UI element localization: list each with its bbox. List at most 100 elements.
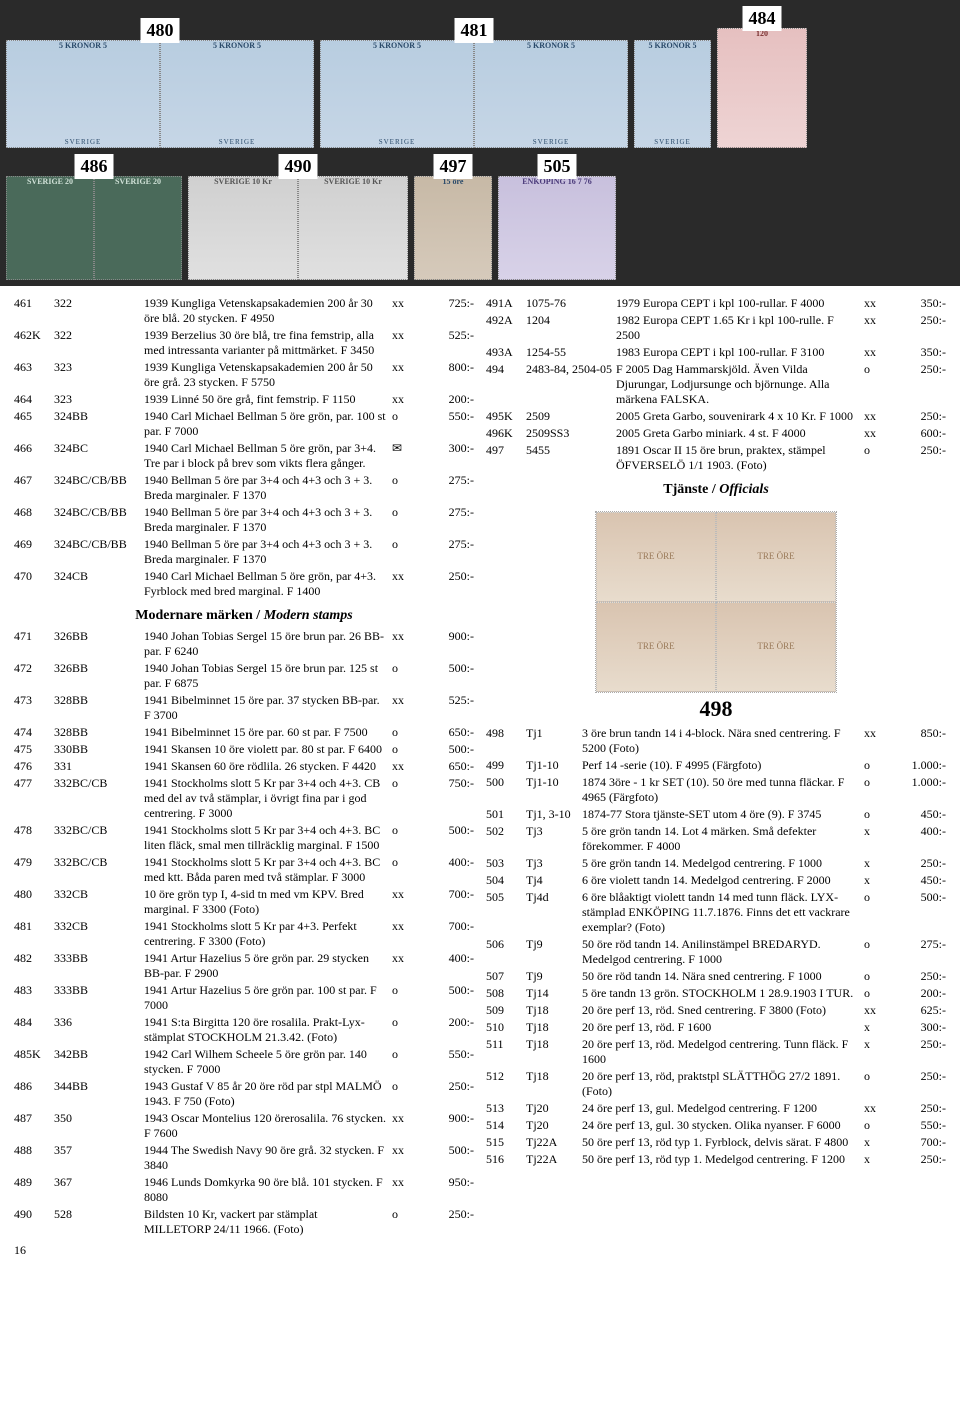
lot-number: 461: [14, 296, 54, 311]
condition-code: xx: [392, 569, 420, 584]
stamp: 5 KRONOR 5SVERIGE: [634, 40, 711, 148]
condition-code: o: [392, 823, 420, 838]
lot-description: 1941 Artur Hazelius 5 öre grön par. 100 …: [144, 983, 392, 1013]
condition-code: o: [864, 1069, 892, 1084]
lot-description: 10 öre grön typ I, 4-sid tn med vm KPV. …: [144, 887, 392, 917]
lot-description: 1941 Stockholms slott 5 Kr par 3+4 och 4…: [144, 823, 392, 853]
estimate-price: 300:-: [420, 441, 474, 456]
condition-code: o: [392, 983, 420, 998]
catalog-number: Tj9: [526, 969, 582, 984]
estimate-price: 250:-: [420, 1207, 474, 1222]
section-modern-en: Modern stamps: [264, 608, 353, 623]
catalog-row: 4942483-84, 2504-05F 2005 Dag Hammarskjö…: [486, 362, 946, 407]
condition-code: xx: [864, 1003, 892, 1018]
condition-code: xx: [392, 951, 420, 966]
catalog-number: 333BB: [54, 983, 144, 998]
lot-description: 6 öre blåaktigt violett tandn 14 med tun…: [582, 890, 864, 935]
catalog-row: 478332BC/CB1941 Stockholms slott 5 Kr pa…: [14, 823, 474, 853]
lot-description: 1943 Oscar Montelius 120 örerosalila. 76…: [144, 1111, 392, 1141]
stamp: 5 KRONOR 5SVERIGE: [6, 40, 160, 148]
estimate-price: 250:-: [892, 1069, 946, 1084]
catalog-number: Tj3: [526, 824, 582, 839]
catalog-row: 483333BB1941 Artur Hazelius 5 öre grön p…: [14, 983, 474, 1013]
catalog-row: 479332BC/CB1941 Stockholms slott 5 Kr pa…: [14, 855, 474, 885]
catalog-number: Tj4: [526, 873, 582, 888]
condition-code: o: [392, 742, 420, 757]
catalog-row: 503Tj35 öre grön tandn 14. Medelgod cent…: [486, 856, 946, 871]
condition-code: o: [864, 758, 892, 773]
catalog-row: 506Tj950 öre röd tandn 14. Anilinstämpel…: [486, 937, 946, 967]
catalog-row: 512Tj1820 öre perf 13, röd, praktstpl SL…: [486, 1069, 946, 1099]
catalog-row: 500Tj1-101874 3öre - 1 kr SET (10). 50 ö…: [486, 775, 946, 805]
lot-number: 495K: [486, 409, 526, 424]
condition-code: o: [392, 661, 420, 676]
stamp: SVERIGE 10 Kr: [298, 176, 408, 280]
estimate-price: 650:-: [420, 759, 474, 774]
catalog-number: Tj20: [526, 1101, 582, 1116]
catalog-row: 511Tj1820 öre perf 13, röd. Medelgod cen…: [486, 1037, 946, 1067]
catalog-number: 324BC/CB/BB: [54, 473, 144, 488]
condition-code: xx: [864, 313, 892, 328]
catalog-number: 328BB: [54, 725, 144, 740]
estimate-price: 550:-: [892, 1118, 946, 1133]
catalog-number: 324BC/CB/BB: [54, 537, 144, 552]
condition-code: o: [392, 1207, 420, 1222]
lot-number: 471: [14, 629, 54, 644]
catalog-number: 324BC/CB/BB: [54, 505, 144, 520]
catalog-number: 326BB: [54, 661, 144, 676]
condition-code: xx: [392, 919, 420, 934]
catalog-number: 333BB: [54, 951, 144, 966]
lot-number: 500: [486, 775, 526, 790]
catalog-row: 471326BB1940 Johan Tobias Sergel 15 öre …: [14, 629, 474, 659]
lot-description: 1940 Carl Michael Bellman 5 öre grön, pa…: [144, 409, 392, 439]
condition-code: o: [864, 986, 892, 1001]
stamp-lot: 486SVERIGE 20SVERIGE 20: [6, 176, 182, 280]
condition-code: xx: [392, 887, 420, 902]
estimate-price: 900:-: [420, 1111, 474, 1126]
lot-number: 514: [486, 1118, 526, 1133]
lot-number: 470: [14, 569, 54, 584]
lot-number: 484: [14, 1015, 54, 1030]
lot-description: 50 öre röd tandn 14. Nära sned centrerin…: [582, 969, 864, 984]
estimate-price: 600:-: [892, 426, 946, 441]
condition-code: o: [392, 1047, 420, 1062]
stamp: 5 KRONOR 5SVERIGE: [320, 40, 474, 148]
catalog-row: 4873501943 Oscar Montelius 120 örerosali…: [14, 1111, 474, 1141]
lot-description: 1941 Skansen 60 öre rödlila. 26 stycken.…: [144, 759, 392, 774]
condition-code: o: [864, 937, 892, 952]
lot-number: 469: [14, 537, 54, 552]
figure-498-cell: TRE ÖRE: [716, 512, 836, 602]
catalog-row: 490528Bildsten 10 Kr, vackert par stämpl…: [14, 1207, 474, 1237]
catalog-number: Tj20: [526, 1118, 582, 1133]
lot-number: 496K: [486, 426, 526, 441]
lot-number: 462K: [14, 328, 54, 343]
catalog-number: Tj14: [526, 986, 582, 1001]
catalog-number: 1254-55: [526, 345, 616, 360]
catalog-row: 473328BB1941 Bibelminnet 15 öre par. 37 …: [14, 693, 474, 723]
condition-code: o: [864, 1118, 892, 1133]
stamp-lot: 505ENKÖPING 16 7 76: [498, 176, 616, 280]
catalog-number: 2509: [526, 409, 616, 424]
estimate-price: 250:-: [892, 313, 946, 328]
lot-number: 515: [486, 1135, 526, 1150]
catalog-number: Tj4d: [526, 890, 582, 905]
estimate-price: 275:-: [892, 937, 946, 952]
estimate-price: 300:-: [892, 1020, 946, 1035]
catalog-row: 4763311941 Skansen 60 öre rödlila. 26 st…: [14, 759, 474, 774]
lot-number: 505: [486, 890, 526, 905]
lot-description: 50 öre perf 13, röd typ 1. Medelgod cent…: [582, 1152, 864, 1167]
catalog-row: 501Tj1, 3-101874-77 Stora tjänste-SET ut…: [486, 807, 946, 822]
estimate-price: 250:-: [420, 569, 474, 584]
catalog-row: 495K25092005 Greta Garbo, souvenirark 4 …: [486, 409, 946, 424]
catalog-number: Tj1-10: [526, 775, 582, 790]
lot-number: 498: [486, 726, 526, 741]
catalog-number: Tj22A: [526, 1152, 582, 1167]
condition-code: xx: [392, 360, 420, 375]
lot-description: 2005 Greta Garbo, souvenirark 4 x 10 Kr.…: [616, 409, 864, 424]
lot-description: 1940 Carl Michael Bellman 5 öre grön, pa…: [144, 441, 392, 471]
lot-description: 1940 Johan Tobias Sergel 15 öre brun par…: [144, 629, 392, 659]
catalog-row: 462K3221939 Berzelius 30 öre blå, tre fi…: [14, 328, 474, 358]
catalog-number: Tj22A: [526, 1135, 582, 1150]
lot-description: 1940 Johan Tobias Sergel 15 öre brun par…: [144, 661, 392, 691]
catalog-row: 493A1254-551983 Europa CEPT i kpl 100-ru…: [486, 345, 946, 360]
